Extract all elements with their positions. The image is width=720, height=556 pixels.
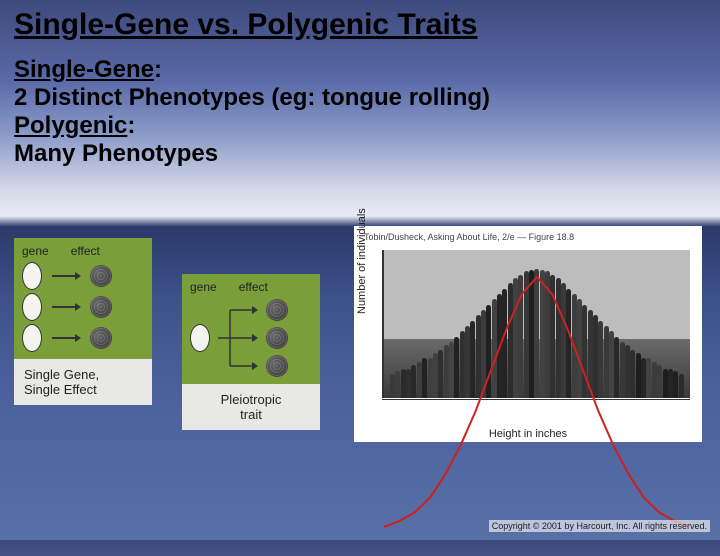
copyright-text: Copyright © 2001 by Harcourt, Inc. All r… <box>489 520 710 532</box>
effect-icon <box>90 296 112 318</box>
caption-line: Pleiotropic <box>192 392 310 407</box>
gene-icon <box>190 324 210 352</box>
panel-single-top: gene effect <box>14 238 152 359</box>
polygenic-label: Polygenic <box>14 112 127 139</box>
gene-icon <box>22 262 42 290</box>
single-gene-desc: 2 Distinct Phenotypes (eg: tongue rollin… <box>14 84 706 112</box>
polygenic-line: Polygenic: <box>14 112 706 140</box>
bell-curve <box>384 250 690 556</box>
hdr-gene: gene <box>22 244 49 258</box>
panel-pleio-caption: Pleiotropic trait <box>182 384 320 430</box>
caption-line: Single Gene, <box>24 367 142 382</box>
hdr-gene: gene <box>190 280 217 294</box>
polygenic-desc: Many Phenotypes <box>14 140 706 168</box>
hdr-effect: effect <box>239 280 268 294</box>
effect-icon <box>266 355 288 377</box>
single-gene-line: Single-Gene: <box>14 56 706 84</box>
caption-line: Single Effect <box>24 382 142 397</box>
arrow-icon <box>52 275 80 277</box>
chart-area: Number of individuals <box>360 244 696 424</box>
diagram-panels: gene effect Single Gene, Single Effect g… <box>14 238 320 430</box>
panel-pleio-top: gene effect <box>182 274 320 384</box>
colon: : <box>127 112 135 139</box>
slide-title: Single-Gene vs. Polygenic Traits <box>14 8 706 42</box>
effect-icon <box>90 265 112 287</box>
effect-icon <box>266 327 288 349</box>
panel-pleiotropic: gene effect <box>182 274 320 430</box>
gene-icon <box>22 293 42 321</box>
effect-icon <box>90 327 112 349</box>
y-axis-label: Number of individuals <box>356 208 368 314</box>
caption-line: trait <box>192 407 310 422</box>
effect-icon <box>266 299 288 321</box>
panel-single-caption: Single Gene, Single Effect <box>14 359 152 405</box>
gene-icon <box>22 324 42 352</box>
height-distribution-chart: Tobin/Dusheck, Asking About Life, 2/e — … <box>354 226 702 442</box>
colon: : <box>154 56 162 83</box>
branch-arrows-icon <box>218 298 258 378</box>
panel-single-gene: gene effect Single Gene, Single Effect <box>14 238 152 405</box>
single-gene-label: Single-Gene <box>14 56 154 83</box>
arrow-icon <box>52 337 80 339</box>
arrow-icon <box>52 306 80 308</box>
slide: Single-Gene vs. Polygenic Traits Single-… <box>0 0 720 176</box>
hdr-effect: effect <box>71 244 100 258</box>
figure-caption: Tobin/Dusheck, Asking About Life, 2/e — … <box>364 232 696 242</box>
